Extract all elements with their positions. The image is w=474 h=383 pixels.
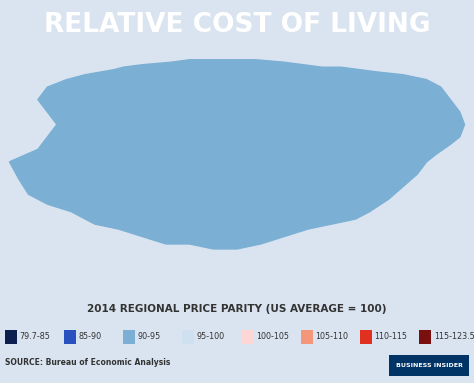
Text: 115-123.5: 115-123.5 bbox=[434, 332, 474, 340]
FancyBboxPatch shape bbox=[360, 330, 372, 344]
Text: RELATIVE COST OF LIVING: RELATIVE COST OF LIVING bbox=[44, 12, 430, 38]
Text: 79.7-85: 79.7-85 bbox=[19, 332, 50, 340]
FancyBboxPatch shape bbox=[123, 330, 135, 344]
Text: 100-105: 100-105 bbox=[256, 332, 289, 340]
Polygon shape bbox=[9, 60, 465, 249]
Text: BUSINESS INSIDER: BUSINESS INSIDER bbox=[395, 363, 463, 368]
FancyBboxPatch shape bbox=[64, 330, 76, 344]
Text: 105-110: 105-110 bbox=[315, 332, 348, 340]
FancyBboxPatch shape bbox=[182, 330, 194, 344]
FancyBboxPatch shape bbox=[419, 330, 431, 344]
Text: 85-90: 85-90 bbox=[78, 332, 101, 340]
FancyBboxPatch shape bbox=[242, 330, 254, 344]
FancyBboxPatch shape bbox=[5, 330, 17, 344]
Text: 110-115: 110-115 bbox=[374, 332, 408, 340]
Text: 95-100: 95-100 bbox=[197, 332, 225, 340]
Text: 90-95: 90-95 bbox=[137, 332, 161, 340]
FancyBboxPatch shape bbox=[301, 330, 313, 344]
Text: 2014 REGIONAL PRICE PARITY (US AVERAGE = 100): 2014 REGIONAL PRICE PARITY (US AVERAGE =… bbox=[87, 304, 387, 314]
Text: SOURCE: Bureau of Economic Analysis: SOURCE: Bureau of Economic Analysis bbox=[5, 358, 170, 367]
FancyBboxPatch shape bbox=[389, 355, 469, 376]
